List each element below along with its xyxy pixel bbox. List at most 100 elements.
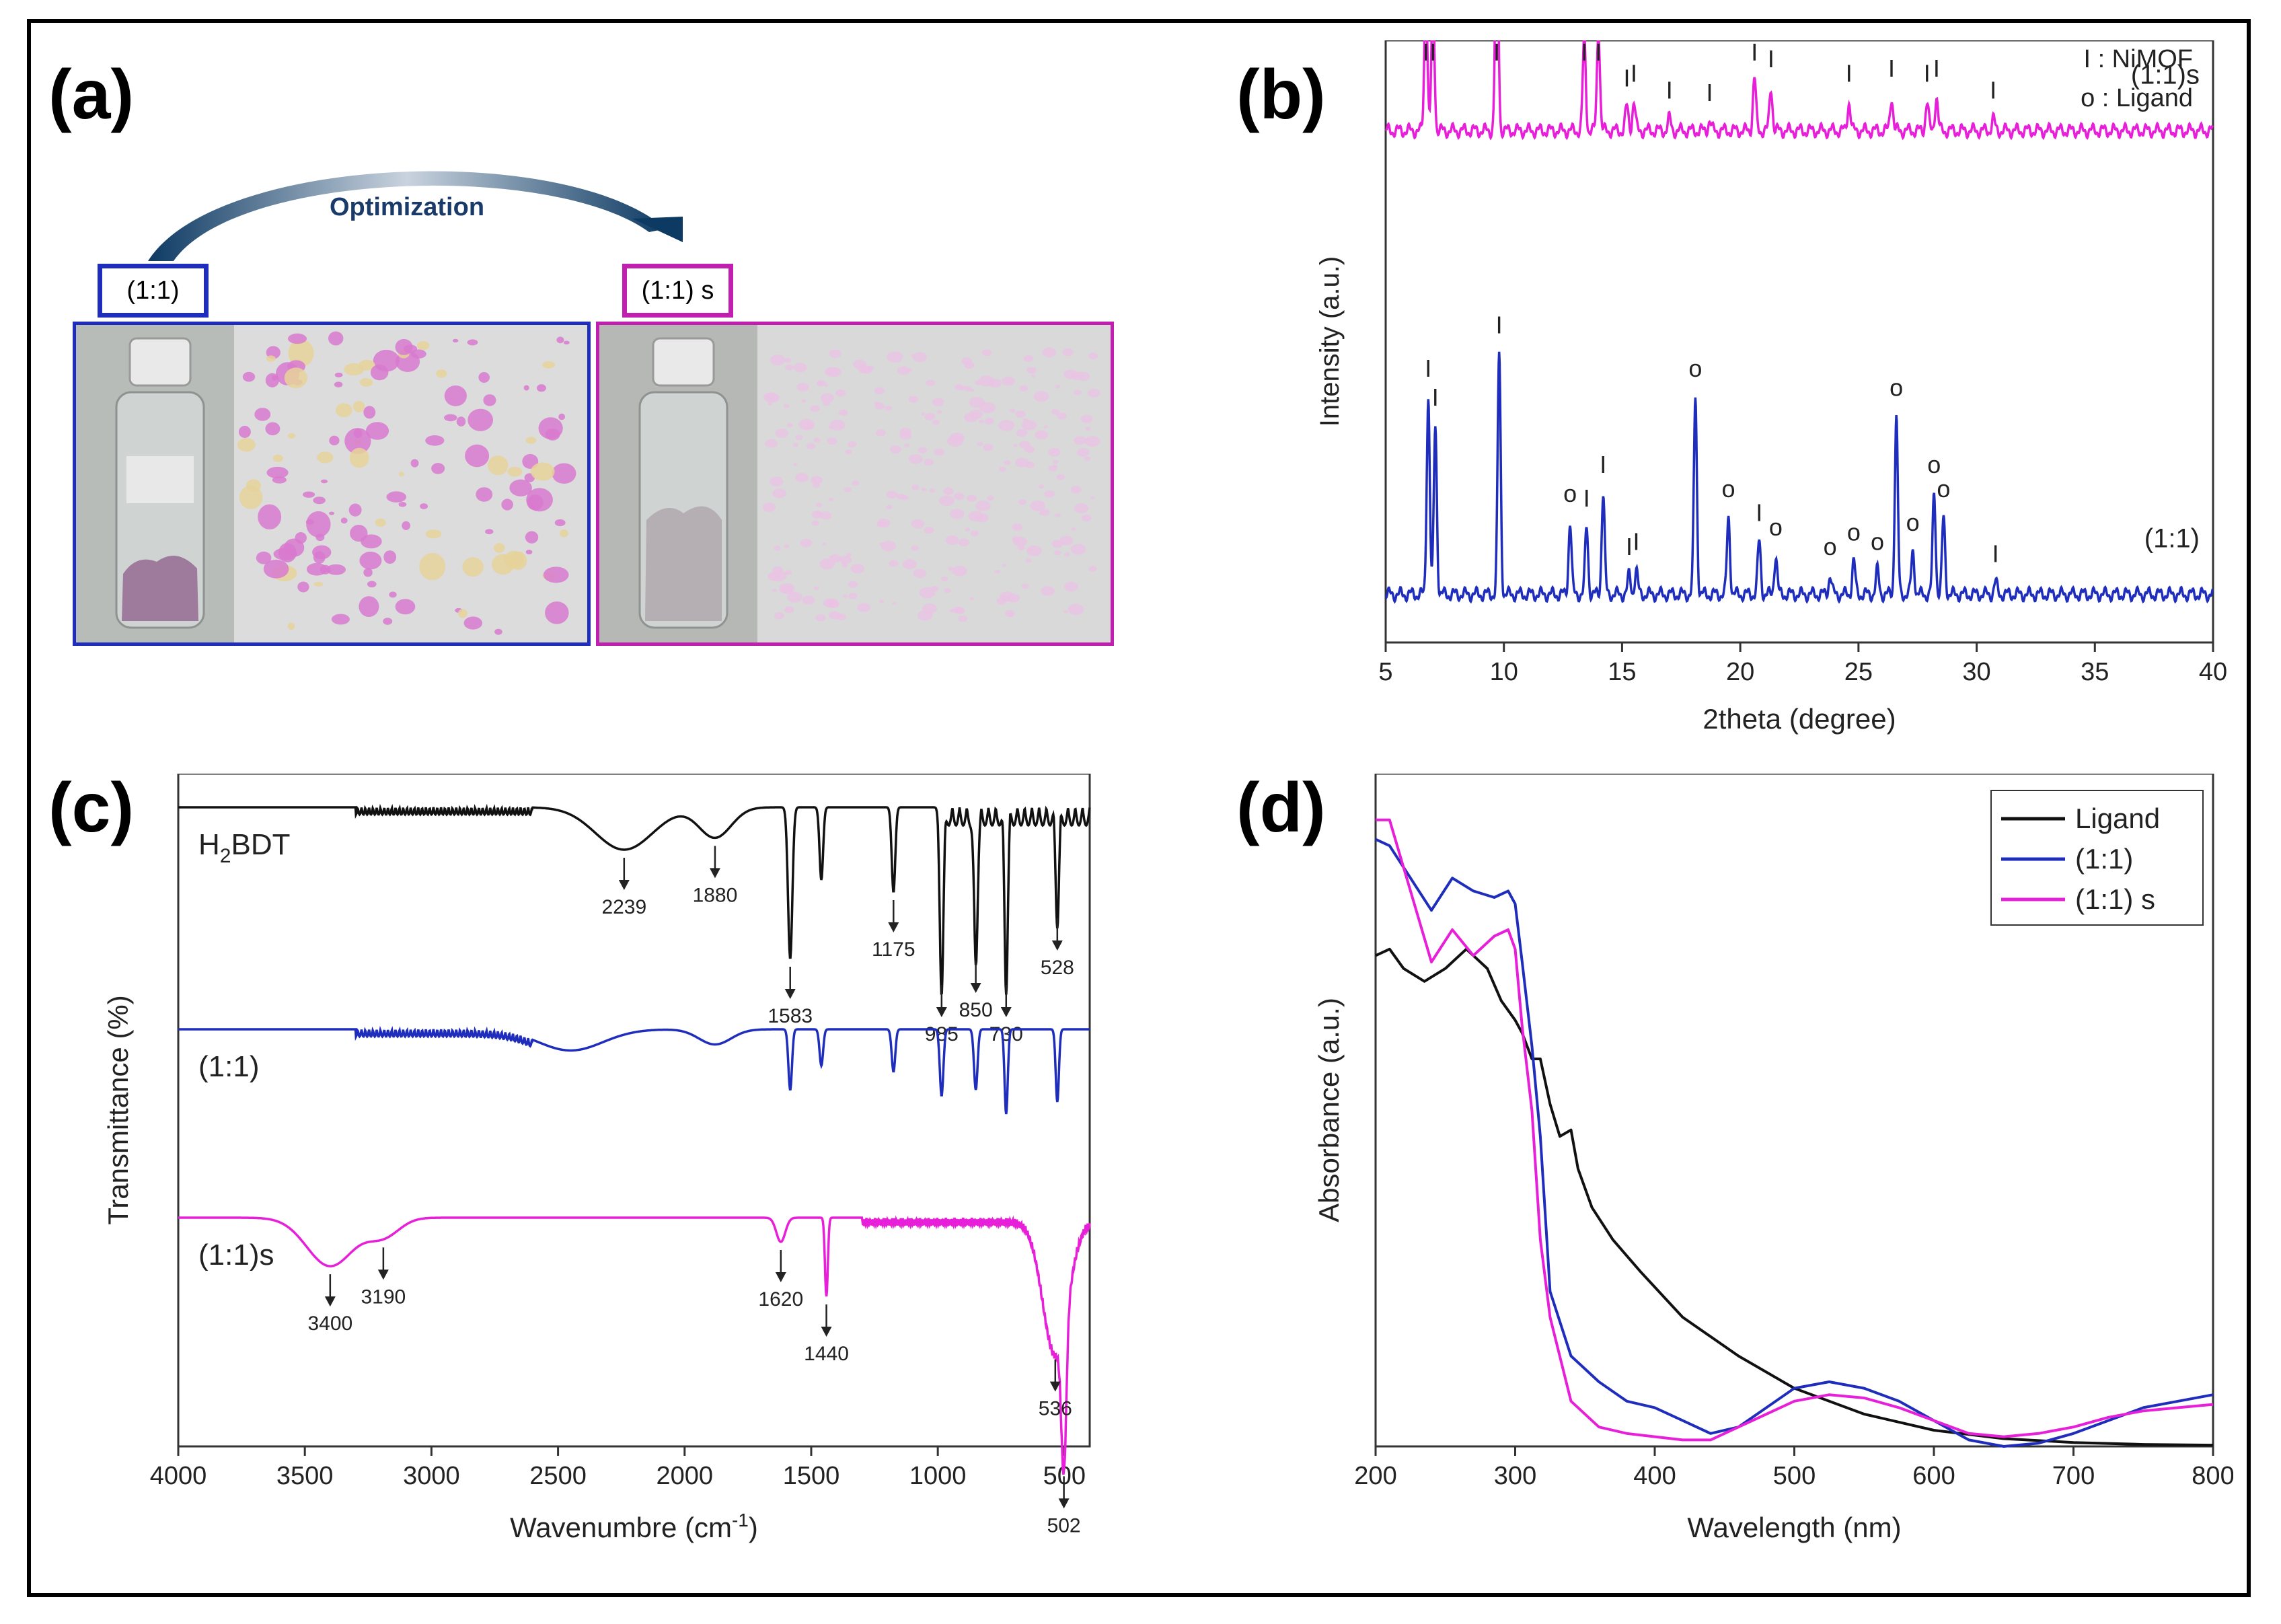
powder-grain	[876, 521, 886, 527]
crystal	[303, 491, 315, 498]
crystal	[352, 400, 365, 412]
chart-d-xtick-label: 600	[1912, 1462, 1955, 1490]
powder-grain	[858, 365, 870, 374]
chart-b-peak-marker: I	[1751, 40, 1758, 66]
powder-grain	[813, 482, 821, 488]
chart-d-xtick-label: 200	[1354, 1462, 1396, 1490]
powder-grain	[1027, 548, 1033, 552]
powder-grain	[1015, 410, 1026, 418]
chart-b-peak-marker: I	[1429, 40, 1436, 66]
powder-grain	[936, 410, 942, 414]
powder-grain	[1053, 550, 1061, 556]
powder-grain	[1026, 367, 1037, 374]
chart-d-series-ligand	[1375, 947, 2214, 1447]
powder-grain	[887, 351, 903, 363]
powder-grain	[817, 379, 826, 387]
crystal	[395, 599, 416, 615]
optimization-arrow: Optimization	[148, 171, 683, 261]
chart-d-xtick-label: 800	[2192, 1462, 2233, 1490]
crystal	[552, 463, 576, 484]
chart-b-peak-marker: I	[1623, 64, 1630, 91]
powder-grain	[1063, 369, 1078, 379]
crystal	[320, 479, 328, 484]
powder-grain	[994, 569, 1000, 574]
crystal	[287, 433, 296, 439]
crystal	[317, 451, 334, 464]
crystal	[485, 529, 494, 535]
powder-grain	[848, 581, 858, 588]
powder-grain	[999, 466, 1006, 472]
powder-grain	[964, 361, 975, 369]
powder-grain	[769, 476, 784, 487]
chart-c-annotation-arrowhead	[618, 880, 630, 890]
chart-b-xtick-label: 20	[1726, 658, 1754, 686]
chart-c-annotation-arrowhead	[821, 1327, 832, 1337]
crystal	[492, 554, 515, 575]
powder-grain	[774, 612, 785, 620]
crystal	[536, 384, 546, 392]
powder-grain	[806, 443, 816, 449]
powder-grain	[958, 615, 968, 622]
powder-grain	[889, 560, 899, 567]
panel-a-letter: (a)	[48, 56, 135, 134]
powder-grain	[1012, 523, 1022, 531]
powder-grain	[921, 488, 927, 492]
powder-grain	[885, 406, 893, 411]
powder-grain	[1053, 459, 1059, 464]
powder-grain	[904, 443, 910, 447]
chart-c-annotation-label: 730	[989, 1023, 1023, 1045]
powder-grain	[953, 492, 965, 501]
powder-grain	[793, 463, 798, 466]
powder-grain	[762, 503, 776, 512]
crystal	[313, 581, 324, 587]
chart-c-annotation-arrowhead	[1000, 1007, 1012, 1017]
crystal	[542, 361, 556, 369]
crystal	[297, 581, 309, 593]
crystal	[452, 338, 459, 343]
powder-grain	[1090, 496, 1095, 500]
chart-c-xtick-label: 2000	[657, 1462, 714, 1490]
crystal	[483, 394, 496, 406]
chart-b-peak-marker: o	[1847, 518, 1861, 546]
crystal	[363, 406, 376, 419]
crystal	[494, 628, 502, 635]
panel-b-letter: (b)	[1236, 56, 1326, 134]
powder-grain	[1071, 527, 1076, 531]
crystal	[554, 519, 566, 527]
crystal	[558, 413, 566, 420]
chart-b-peak-marker: I	[1600, 451, 1606, 478]
chart-b-peak-marker: o	[1563, 480, 1577, 507]
powder-grain	[911, 484, 920, 490]
chart-d-legend-label: Ligand	[2075, 803, 2160, 834]
powder-grain	[828, 425, 835, 430]
crystal	[350, 525, 368, 542]
chart-b-peak-marker: o	[1688, 355, 1702, 382]
powder-grain	[848, 441, 857, 448]
chart-c-annotation-label: 2239	[601, 896, 646, 918]
powder-grain	[1055, 384, 1061, 389]
powder-grain	[924, 412, 936, 420]
chart-c-series-label: (1:1)s	[198, 1239, 274, 1271]
chart-d-ylabel: Absorbance (a.u.)	[1313, 998, 1345, 1222]
photo-1-1-s-image	[599, 325, 1111, 642]
crystal	[242, 371, 256, 382]
crystal	[326, 564, 346, 575]
crystal	[410, 459, 419, 468]
powder-grain	[802, 595, 815, 605]
crystal	[256, 551, 272, 564]
powder-grain	[947, 435, 963, 447]
powder-grain	[1021, 420, 1037, 431]
crystal	[370, 364, 389, 381]
powder-grain	[811, 520, 819, 526]
crystal	[271, 375, 278, 381]
powder-grain	[829, 349, 842, 359]
chart-b-peak-marker: I	[1768, 45, 1774, 73]
crystal	[246, 479, 261, 492]
powder-grain	[846, 553, 852, 557]
chart-c-annotation-arrowhead	[970, 983, 981, 993]
powder-grain	[969, 409, 983, 420]
pale-pink-powder	[762, 347, 1100, 622]
powder-grain	[787, 591, 803, 603]
chart-b-xlabel: 2theta (degree)	[1703, 703, 1896, 735]
powder-grain	[828, 497, 834, 502]
